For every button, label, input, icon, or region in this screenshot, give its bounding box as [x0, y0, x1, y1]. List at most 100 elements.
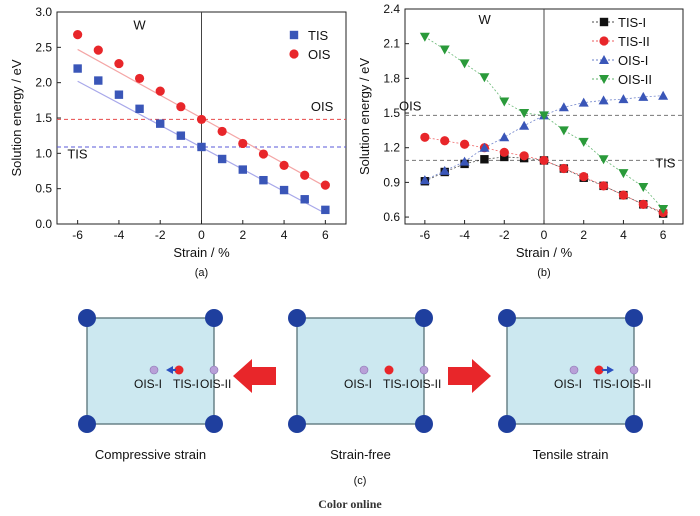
y-axis-label: Solution energy / eV — [357, 58, 372, 175]
data-point — [499, 132, 510, 142]
series-ois-ii — [419, 32, 669, 214]
shift-arrow-right — [607, 366, 614, 374]
data-point — [500, 152, 509, 162]
data-point — [558, 102, 569, 112]
x-tick-label: -2 — [155, 228, 166, 242]
legend-marker — [599, 75, 609, 84]
data-point — [598, 181, 609, 191]
legend-label: OIS-I — [618, 53, 648, 68]
data-point — [259, 175, 268, 185]
data-point — [114, 90, 124, 99]
data-point — [439, 45, 450, 55]
ois-i-site — [569, 365, 579, 375]
color-online-note: Color online — [318, 497, 382, 511]
unit-cell-left: OIS-I TIS-I OIS-II Compressive strain — [78, 309, 231, 462]
data-point — [135, 104, 144, 114]
y-tick-label: 2.1 — [383, 37, 400, 51]
y-tick-label: 1.8 — [383, 71, 400, 85]
data-point — [519, 120, 530, 130]
data-point — [598, 155, 609, 165]
data-point — [155, 86, 165, 96]
y-tick-label: 0.6 — [383, 210, 400, 224]
y-tick-label: 0.0 — [35, 217, 52, 231]
legend-label: TIS-II — [618, 34, 650, 49]
data-point — [459, 156, 470, 166]
data-point — [114, 58, 124, 69]
annotation: TIS — [67, 146, 88, 161]
x-tick-label: -6 — [420, 228, 431, 242]
y-tick-label: 1.5 — [383, 106, 400, 120]
legend-label: OIS — [308, 47, 331, 62]
data-point — [258, 149, 269, 159]
data-point — [618, 94, 629, 104]
annotation: W — [133, 18, 146, 33]
y-tick-label: 1.0 — [35, 146, 52, 160]
legend: TIS-I TIS-II OIS-I OIS-II — [592, 15, 652, 87]
data-point — [479, 142, 490, 152]
corner-atom — [415, 309, 433, 327]
site-label: OIS-I — [554, 377, 582, 391]
site-label: TIS-I — [383, 377, 409, 391]
y-tick-label: 1.5 — [35, 111, 52, 125]
annotation: W — [478, 12, 491, 27]
data-point — [73, 64, 82, 73]
y-tick-label: 2.0 — [35, 76, 52, 90]
data-point — [321, 205, 330, 215]
legend-marker — [599, 55, 609, 64]
shift-arrow-left — [166, 366, 173, 374]
corner-atom — [205, 415, 223, 433]
data-point — [94, 76, 103, 85]
data-point — [439, 165, 450, 175]
compressive-arrow — [233, 359, 276, 393]
data-point — [519, 151, 529, 161]
data-point — [419, 175, 430, 185]
data-point — [217, 154, 227, 164]
corner-atom — [625, 309, 643, 327]
panel-a: -6 -4 -2 0 2 4 6 0.0 0.5 1.0 1.5 2.0 2.5 3.0 Strain / … — [9, 5, 347, 279]
legend-marker — [599, 17, 609, 27]
cell-caption: Strain-free — [330, 447, 391, 462]
panel-label: (a) — [195, 267, 208, 279]
corner-atom — [78, 415, 96, 433]
unit-cell-none: OIS-I TIS-I OIS-II Strain-free — [288, 309, 441, 462]
data-point — [618, 190, 629, 200]
data-point — [598, 95, 609, 105]
series-tis — [73, 64, 330, 215]
data-point — [479, 73, 490, 83]
data-point — [539, 155, 549, 166]
data-point — [300, 195, 309, 204]
x-axis-label: Strain / % — [516, 245, 573, 260]
annotation: OIS — [311, 99, 334, 114]
y-tick-label: 2.5 — [35, 40, 52, 54]
data-point — [578, 97, 589, 107]
annotation: TIS — [655, 155, 676, 170]
data-point — [73, 30, 83, 40]
data-point — [578, 137, 589, 147]
x-axis-label: Strain / % — [173, 245, 230, 260]
tis-i-site — [384, 365, 394, 375]
corner-atom — [498, 309, 516, 327]
data-point — [559, 163, 569, 174]
legend-label: TIS — [308, 28, 329, 43]
site-label: TIS-I — [593, 377, 619, 391]
x-tick-label: 4 — [281, 228, 288, 242]
corner-atom — [288, 309, 306, 327]
data-point — [638, 199, 648, 209]
data-point — [279, 185, 289, 195]
data-point — [196, 114, 207, 125]
x-tick-label: -4 — [459, 228, 470, 242]
x-tick-label: -2 — [499, 228, 510, 242]
corner-atom — [498, 415, 516, 433]
data-point — [658, 204, 669, 214]
data-point — [459, 139, 470, 149]
unit-cell-right: OIS-I TIS-I OIS-II Tensile strain — [498, 309, 651, 462]
x-tick-label: 2 — [239, 228, 246, 242]
y-tick-label: 0.9 — [383, 175, 400, 189]
x-tick-label: -6 — [72, 228, 83, 242]
corner-atom — [205, 309, 223, 327]
data-point — [320, 180, 330, 190]
panel-b: -6 -4 -2 0 2 4 6 0.6 0.9 1.2 1.5 1.8 2.1 2.4 Strain / … — [357, 2, 684, 279]
legend-marker — [289, 30, 299, 40]
data-point — [638, 91, 649, 101]
